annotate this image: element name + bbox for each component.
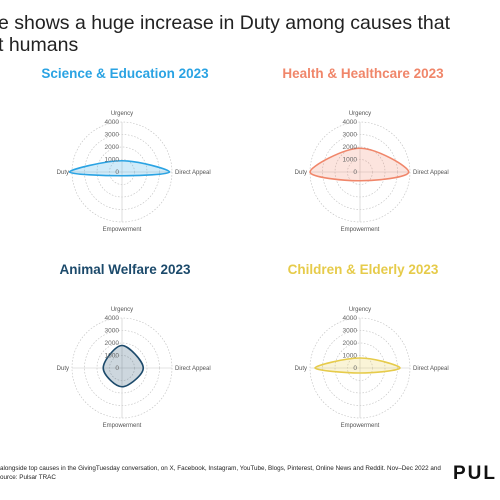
radar-series-shape <box>314 357 401 374</box>
radar-series-shape <box>309 147 410 182</box>
brand-logo: PUL <box>453 463 497 484</box>
footnote-source: ource: Pulsar TRAC <box>0 474 56 481</box>
radar-panel-health-healthcare: Health & Healthcare 2023 4000 3000 2000 100… <box>238 66 488 266</box>
radar-chart: 4000 3000 2000 1000 0 Urgency Direct Appeal Emp… <box>57 111 211 233</box>
axis-label: Duty <box>57 366 69 372</box>
tick-label: 0 <box>115 365 119 372</box>
axis-label: Urgency <box>349 111 371 117</box>
axis-label: Duty <box>295 170 307 176</box>
tick-label: 2000 <box>343 144 358 151</box>
axis-label: Empowerment <box>341 423 380 429</box>
tick-label: 4000 <box>343 119 358 126</box>
tick-label: 4000 <box>343 315 358 322</box>
tick-label: 2000 <box>343 340 358 347</box>
radar-panel-animal-welfare: Animal Welfare 2023 4000 3000 2000 1000 0 Urg… <box>0 262 250 462</box>
tick-label: 1000 <box>343 353 358 360</box>
radar-chart: 4000 3000 2000 1000 0 Urgency Direct Appeal Emp… <box>295 307 449 429</box>
tick-label: 1000 <box>105 157 120 164</box>
axis-label: Duty <box>57 170 69 176</box>
axis-label: Urgency <box>349 307 371 313</box>
radar-chart: 4000 3000 2000 1000 0 Urgency Direct Appeal Emp… <box>57 307 211 429</box>
axis-label: Urgency <box>111 111 133 117</box>
tick-label: 4000 <box>105 119 120 126</box>
radar-panel-children-elderly: Children & Elderly 2023 4000 3000 2000 1000… <box>238 262 488 462</box>
tick-label: 0 <box>353 169 357 176</box>
footnote: alongside top causes in the GivingTuesda… <box>0 464 470 482</box>
axis-label: Direct Appeal <box>175 366 211 372</box>
axis-label: Duty <box>295 366 307 372</box>
tick-label: 3000 <box>105 132 120 139</box>
axis-label: Direct Appeal <box>413 366 449 372</box>
chart-title: Science & Education 2023 <box>41 66 209 81</box>
radar-series-shape <box>102 344 145 388</box>
axis-label: Direct Appeal <box>413 170 449 176</box>
tick-label: 1000 <box>105 353 120 360</box>
tick-label: 0 <box>115 169 119 176</box>
axis-label: Empowerment <box>103 423 142 429</box>
radar-panel-science-education: Science & Education 2023 4000 3000 2000 100… <box>0 66 250 266</box>
axis-label: Empowerment <box>103 227 142 233</box>
radar-chart: 4000 3000 2000 1000 0 Urgency Direct Appeal Emp… <box>295 111 449 233</box>
chart-title: Children & Elderly 2023 <box>287 262 439 277</box>
chart-title: Health & Healthcare 2023 <box>282 66 444 81</box>
chart-title: Animal Welfare 2023 <box>59 262 191 277</box>
headline-line-2: t humans <box>0 34 79 56</box>
tick-label: 3000 <box>105 328 120 335</box>
tick-label: 1000 <box>343 157 358 164</box>
axis-label: Urgency <box>111 307 133 313</box>
tick-label: 3000 <box>343 132 358 139</box>
tick-label: 2000 <box>105 144 120 151</box>
footnote-line-1: alongside top causes in the GivingTuesda… <box>0 465 441 472</box>
tick-label: 3000 <box>343 328 358 335</box>
page-headline: e shows a huge increase in Duty among ca… <box>0 12 500 56</box>
tick-label: 2000 <box>105 340 120 347</box>
axis-label: Empowerment <box>341 227 380 233</box>
tick-label: 4000 <box>105 315 120 322</box>
headline-line-1: e shows a huge increase in Duty among ca… <box>0 12 451 34</box>
tick-label: 0 <box>353 365 357 372</box>
radar-series-shape <box>68 159 171 177</box>
axis-label: Direct Appeal <box>175 170 211 176</box>
